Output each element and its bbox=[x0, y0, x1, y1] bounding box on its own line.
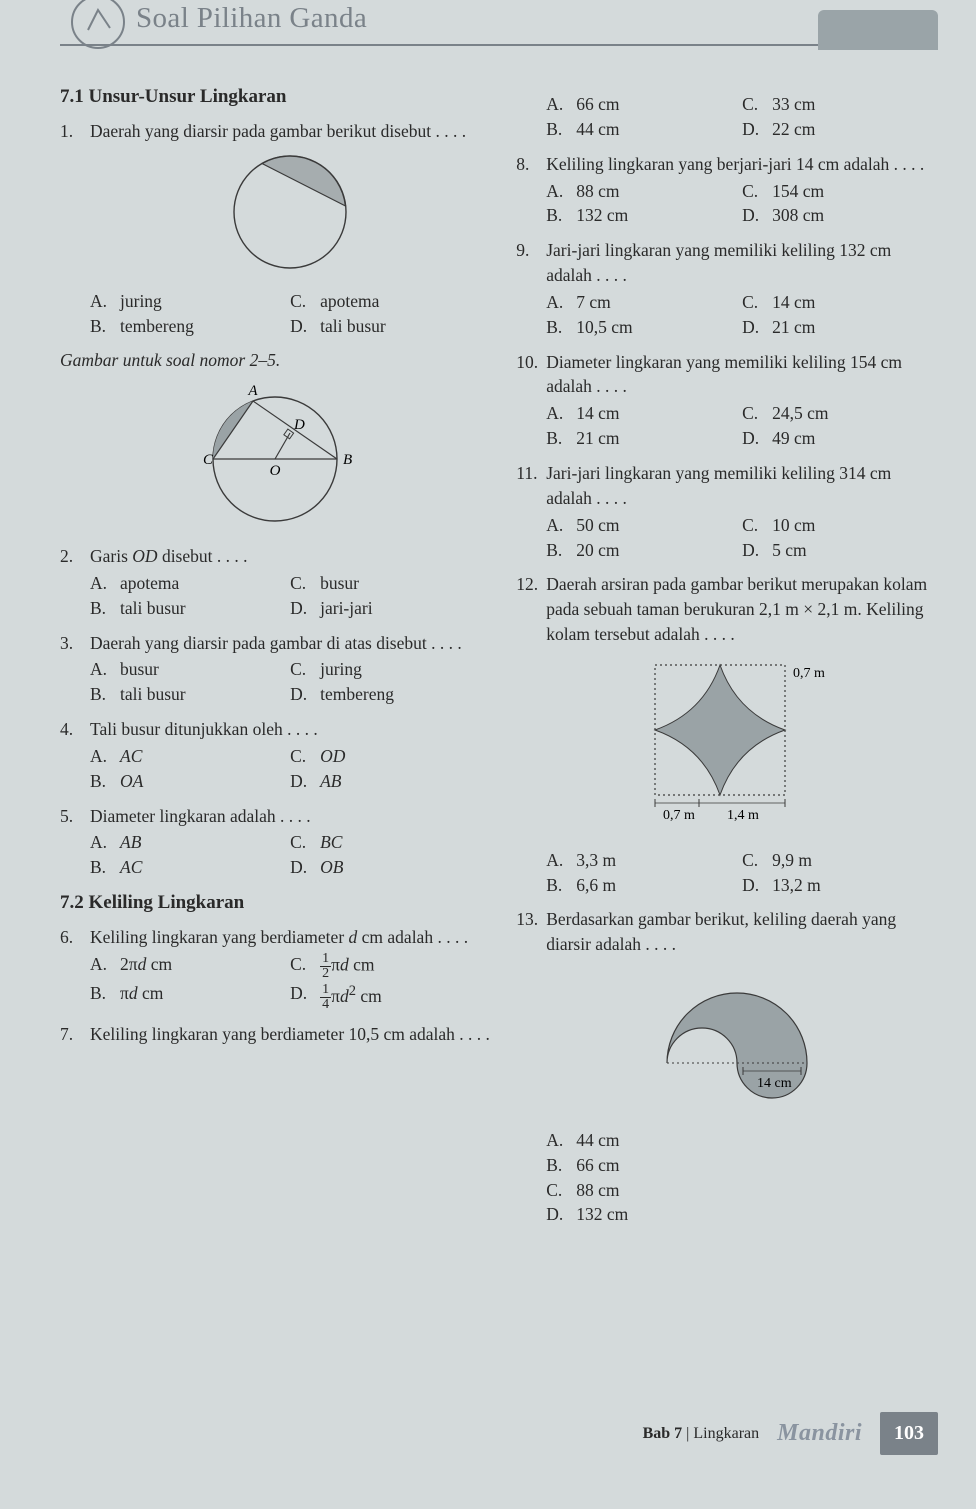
svg-text:C: C bbox=[203, 452, 214, 468]
svg-text:0,7 m: 0,7 m bbox=[793, 666, 825, 681]
section-7-2-title: 7.2 Keliling Lingkaran bbox=[60, 890, 490, 917]
header-title: Soal Pilihan Ganda bbox=[136, 2, 367, 35]
question-text: Daerah yang diarsir pada gambar berikut … bbox=[90, 119, 490, 144]
header: Soal Pilihan Ganda bbox=[60, 0, 938, 58]
yinyang-icon: 14 cm bbox=[637, 963, 847, 1113]
svg-text:14 cm: 14 cm bbox=[757, 1076, 792, 1091]
question-1: 1. Daerah yang diarsir pada gambar berik… bbox=[60, 119, 490, 338]
question-9: 9. Jari-jari lingkaran yang memiliki kel… bbox=[516, 238, 938, 339]
question-11: 11. Jari-jari lingkaran yang memiliki ke… bbox=[516, 461, 938, 562]
options: A.juring C.apotema B.tembereng D.tali bu… bbox=[90, 289, 490, 339]
footer-brand: Mandiri bbox=[777, 1420, 862, 1447]
question-text: Garis OD disebut . . . . bbox=[90, 544, 490, 569]
q1-figure bbox=[90, 150, 490, 281]
opt-a: juring bbox=[120, 289, 162, 314]
footer-chapter: Bab 7 | Lingkaran bbox=[643, 1425, 760, 1443]
question-10: 10. Diameter lingkaran yang memiliki kel… bbox=[516, 350, 938, 451]
content-columns: 7.1 Unsur-Unsur Lingkaran 1. Daerah yang… bbox=[60, 84, 938, 1237]
header-divider bbox=[60, 44, 820, 46]
left-column: 7.1 Unsur-Unsur Lingkaran 1. Daerah yang… bbox=[60, 84, 490, 1237]
q12-figure: 0,7 m 0,7 m 1,4 m bbox=[546, 653, 938, 840]
svg-text:A: A bbox=[248, 383, 259, 399]
svg-text:O: O bbox=[270, 463, 281, 479]
opt-d: tali busur bbox=[320, 314, 386, 339]
svg-text:B: B bbox=[343, 452, 352, 468]
question-8: 8. Keliling lingkaran yang berjari-jari … bbox=[516, 152, 938, 229]
question-7: 7. Keliling lingkaran yang berdiameter 1… bbox=[60, 1022, 490, 1047]
page: Soal Pilihan Ganda 7.1 Unsur-Unsur Lingk… bbox=[0, 0, 976, 1509]
qbody: Daerah yang diarsir pada gambar berikut … bbox=[90, 119, 490, 338]
qnum: 1. bbox=[60, 119, 90, 338]
opt-b: tembereng bbox=[120, 314, 194, 339]
pond-square-icon: 0,7 m 0,7 m 1,4 m bbox=[627, 653, 857, 833]
qnum: 2. bbox=[60, 544, 90, 621]
svg-text:0,7 m: 0,7 m bbox=[663, 808, 695, 823]
footer-page-number: 103 bbox=[880, 1412, 938, 1455]
question-3: 3. Daerah yang diarsir pada gambar di at… bbox=[60, 631, 490, 708]
question-13: 13. Berdasarkan gambar berikut, keliling… bbox=[516, 907, 938, 1227]
question-12: 12. Daerah arsiran pada gambar berikut m… bbox=[516, 572, 938, 897]
question-5: 5. Diameter lingkaran adalah . . . . A.A… bbox=[60, 804, 490, 881]
circle-labeled-icon: A B C D O bbox=[190, 379, 360, 529]
svg-text:D: D bbox=[293, 417, 305, 433]
note-2-5: Gambar untuk soal nomor 2–5. bbox=[60, 348, 490, 373]
question-2: 2. Garis OD disebut . . . . A.apotema C.… bbox=[60, 544, 490, 621]
question-6: 6. Keliling lingkaran yang berdiameter d… bbox=[60, 925, 490, 1012]
right-column: A.66 cm C.33 cm B.44 cm D.22 cm 8. Kelil… bbox=[516, 84, 938, 1237]
svg-text:1,4 m: 1,4 m bbox=[727, 808, 759, 823]
question-4: 4. Tali busur ditunjukkan oleh . . . . A… bbox=[60, 717, 490, 794]
q13-figure: 14 cm bbox=[546, 963, 938, 1120]
footer: Bab 7 | Lingkaran Mandiri 103 bbox=[643, 1412, 938, 1455]
opt-c: apotema bbox=[320, 289, 379, 314]
header-badge-icon bbox=[70, 0, 126, 50]
section-7-1-title: 7.1 Unsur-Unsur Lingkaran bbox=[60, 84, 490, 111]
circle-segment-icon bbox=[228, 150, 352, 274]
header-tab bbox=[818, 10, 938, 50]
question-7-options: A.66 cm C.33 cm B.44 cm D.22 cm bbox=[516, 90, 938, 142]
figure-2-5: A B C D O bbox=[60, 379, 490, 536]
